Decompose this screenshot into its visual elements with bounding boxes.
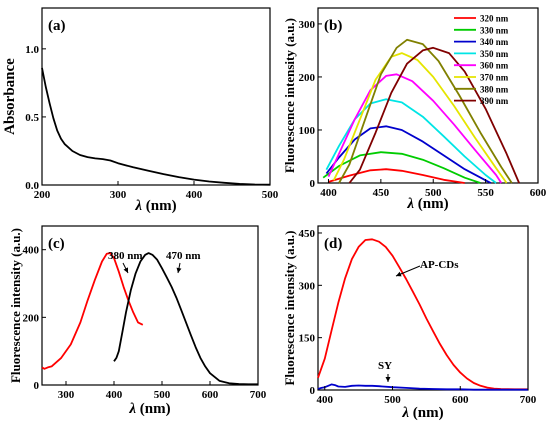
y-axis-label: Absorbance — [2, 58, 18, 135]
y-tick-label: 0.0 — [25, 180, 39, 192]
x-tick-label: 500 — [154, 389, 171, 401]
series-line-360-nm — [327, 73, 503, 184]
y-tick-label: 0 — [310, 385, 316, 397]
series-line-sy — [317, 383, 528, 391]
panel-label: (b) — [324, 18, 342, 34]
x-tick-label: 500 — [384, 394, 401, 406]
x-tick-label: 600 — [530, 187, 547, 199]
plot-frame — [41, 225, 259, 386]
x-tick-label: 600 — [452, 394, 469, 406]
panel-d: 400 500 600 700 0 150 300 450 (d) λ (nm) Fluoresce… — [282, 225, 537, 421]
series-line-ap-cds — [317, 238, 528, 391]
plot-frame — [317, 7, 539, 184]
x-tick-label: 400 — [186, 189, 203, 201]
panel-label: (d) — [324, 236, 342, 252]
x-axis-label: λ (nm) — [128, 401, 170, 417]
annotation-label: AP-CDs — [420, 259, 459, 271]
y-tick-label: 1.0 — [25, 44, 39, 56]
series-line-1 — [113, 252, 258, 386]
x-tick-label: 700 — [520, 394, 537, 406]
panel-label: (a) — [48, 18, 66, 34]
plot-frame — [41, 7, 271, 186]
panel-c: 300 400 500 600 700 0 200 400 (c) λ (nm) Fluoresce… — [8, 225, 267, 417]
y-axis-label: Fluorescence intensity (a.u.) — [8, 228, 23, 383]
annotation-label: SY — [378, 360, 392, 372]
legend-label: 380 nm — [480, 84, 509, 94]
x-tick-label: 400 — [320, 187, 337, 199]
y-tick-label: 450 — [299, 228, 316, 240]
x-tick-label: 500 — [425, 187, 442, 199]
legend-label: 340 nm — [480, 37, 509, 47]
annotation-arrowhead — [123, 267, 128, 273]
x-tick-label: 300 — [110, 189, 127, 201]
legend-label: 360 nm — [480, 61, 509, 71]
y-tick-label: 300 — [299, 280, 316, 292]
x-tick-label: 300 — [58, 389, 75, 401]
x-tick-label: 550 — [477, 187, 494, 199]
series-line-370-nm — [332, 52, 508, 184]
annotation-arrowhead — [385, 377, 391, 382]
legend-label: 390 nm — [480, 96, 509, 106]
panel-b: 400 450 500 550 600 0 100 200 300 (b) λ (nm) Fluore… — [282, 7, 547, 212]
x-tick-label: 600 — [202, 389, 219, 401]
y-tick-label: 300 — [299, 19, 316, 31]
y-tick-label: 200 — [23, 312, 40, 324]
plot-frame — [317, 225, 529, 391]
series-line-350-nm — [325, 98, 497, 184]
legend-label: 330 nm — [480, 25, 509, 35]
x-tick-label: 500 — [262, 189, 279, 201]
series-line-0 — [41, 67, 271, 186]
annotation-label: 380 nm — [108, 250, 143, 262]
y-tick-label: 0.5 — [25, 112, 39, 124]
y-tick-label: 100 — [299, 125, 316, 137]
y-tick-label: 200 — [299, 72, 316, 84]
panel-a: 200 300 400 500 0.0 0.5 1.0 (a) λ (nm) Absorbance — [2, 7, 279, 214]
x-tick-label: 700 — [250, 389, 267, 401]
legend-label: 350 nm — [480, 49, 509, 59]
legend-label: 370 nm — [480, 73, 509, 83]
panel-label: (c) — [48, 236, 65, 252]
annotation-arrowhead — [176, 267, 182, 273]
y-tick-label: 0 — [34, 380, 40, 392]
y-tick-label: 0 — [310, 178, 316, 190]
x-axis-label: λ (nm) — [134, 198, 176, 214]
x-tick-label: 450 — [373, 187, 390, 199]
series-line-320-nm — [328, 168, 465, 184]
series-line-330-nm — [322, 151, 481, 184]
annotation-arrowhead — [396, 271, 402, 277]
series-line-380-nm — [338, 38, 513, 184]
x-tick-label: 400 — [317, 394, 334, 406]
y-axis-label: Fluorescence intensity (a.u.) — [282, 230, 297, 385]
legend-label: 320 nm — [480, 14, 509, 24]
x-axis-label: λ (nm) — [406, 196, 448, 212]
x-axis-label: λ (nm) — [401, 405, 443, 421]
y-axis-label: Fluorescence intensity (a.u.) — [282, 18, 297, 173]
x-tick-label: 200 — [34, 189, 51, 201]
x-tick-label: 400 — [106, 389, 123, 401]
annotation-label: 470 nm — [166, 250, 201, 262]
y-tick-label: 400 — [23, 245, 40, 257]
series-line-390-nm — [348, 46, 520, 184]
y-tick-label: 150 — [299, 333, 316, 345]
